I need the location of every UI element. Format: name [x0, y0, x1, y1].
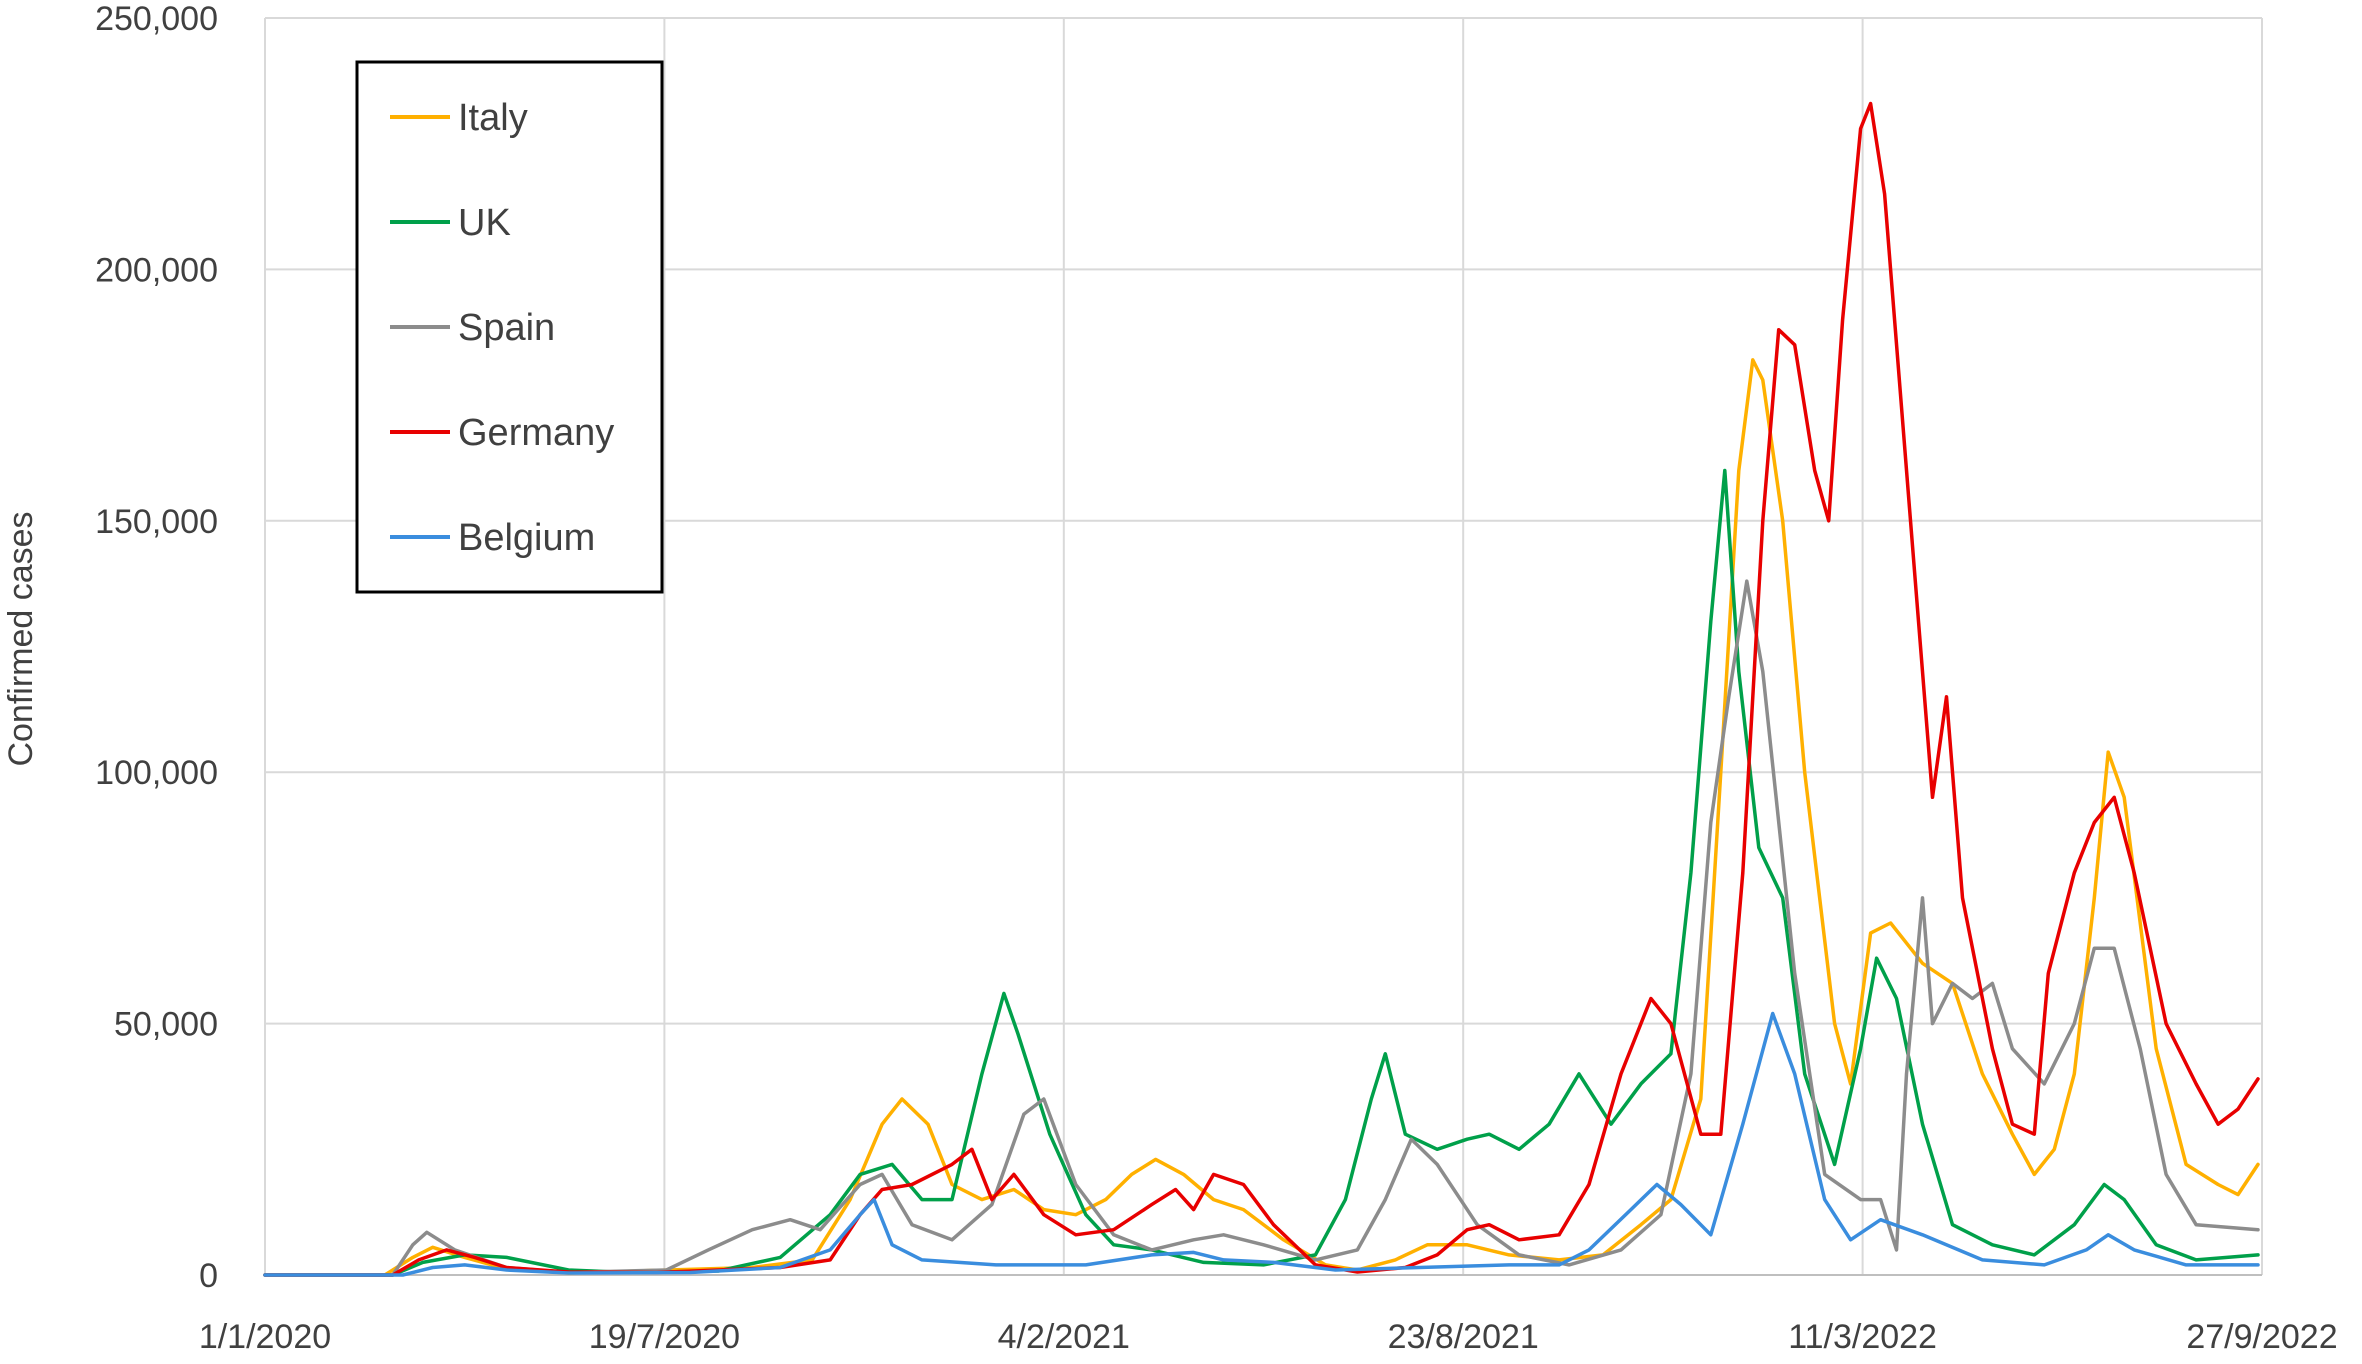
series-lines — [263, 101, 2260, 1277]
y-axis-title: Confirmed cases — [2, 511, 40, 766]
series-line-belgium — [263, 1011, 2260, 1277]
x-axis-ticks: 1/1/2020 19/7/2020 4/2/2021 23/8/2021 11/3/2… — [199, 1318, 2338, 1356]
x-tick-label: 19/7/2020 — [589, 1318, 740, 1356]
x-tick-label: 27/9/2022 — [2186, 1318, 2337, 1356]
x-tick-label: 4/2/2021 — [998, 1318, 1130, 1356]
y-tick-label: 50,000 — [114, 1006, 218, 1044]
x-tick-label: 23/8/2021 — [1388, 1318, 1539, 1356]
y-tick-label: 100,000 — [95, 754, 218, 792]
y-tick-label: 200,000 — [95, 251, 218, 289]
y-axis-ticks: 0 50,000 100,000 150,000 200,000 250,000 — [95, 0, 218, 1295]
legend-label-italy: Italy — [458, 97, 528, 139]
legend: Italy UK Spain Germany Belgium — [355, 60, 664, 594]
y-tick-label: 150,000 — [95, 503, 218, 541]
x-tick-label: 1/1/2020 — [199, 1318, 331, 1356]
series-line-italy — [263, 358, 2260, 1277]
legend-label-uk: UK — [458, 202, 511, 244]
legend-label-belgium: Belgium — [458, 517, 595, 559]
gridlines — [264, 17, 2263, 1276]
series-line-spain — [263, 579, 2260, 1277]
legend-box — [355, 60, 664, 594]
series-line-uk — [263, 468, 2260, 1277]
legend-items: Italy UK Spain Germany Belgium — [390, 97, 614, 559]
y-tick-label: 250,000 — [95, 0, 218, 38]
x-tick-label: 11/3/2022 — [1788, 1318, 1937, 1356]
legend-label-germany: Germany — [458, 412, 614, 454]
legend-label-spain: Spain — [458, 307, 555, 349]
y-tick-label: 0 — [199, 1257, 218, 1295]
